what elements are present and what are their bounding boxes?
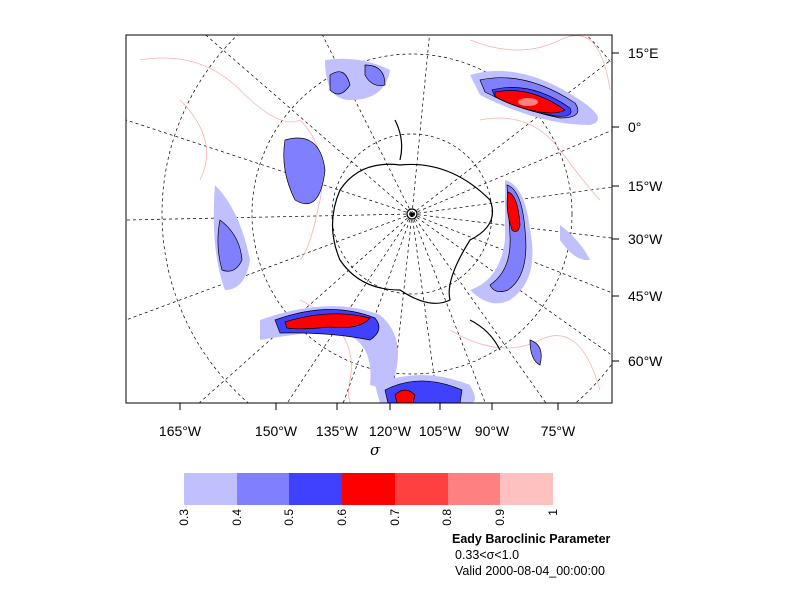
colorbar-label: 0.4	[230, 509, 244, 526]
x-tick-label: 90°W	[474, 423, 510, 439]
x-tick-label: 150°W	[254, 423, 298, 439]
colorbar-box	[394, 473, 448, 505]
x-tick-label: 135°W	[315, 423, 359, 439]
colorbar-box	[289, 473, 343, 505]
plot-subtitle: 0.33<σ<1.0	[455, 548, 520, 562]
colorbar-box	[342, 473, 395, 505]
plot-frame	[125, 34, 613, 404]
colorbar-label: 0.8	[440, 509, 454, 526]
colorbar-label: 0.6	[335, 509, 349, 526]
colorbar-box	[447, 473, 501, 505]
x-tick-label: 120°W	[368, 423, 412, 439]
y-tick-label: 15°W	[628, 178, 663, 194]
colorbar-label: 0.5	[282, 509, 296, 526]
colorbar-box	[236, 473, 290, 505]
y-tick-label: 15°E	[628, 45, 659, 61]
antarctica-coastline	[331, 119, 501, 351]
y-tick-label: 30°W	[628, 231, 663, 247]
colorbar-label: 0.9	[493, 509, 507, 526]
colorbar-label: 0.3	[177, 509, 191, 526]
tick-marks	[179, 52, 619, 410]
x-axis-label: σ	[370, 441, 381, 459]
eady-contours	[213, 58, 598, 403]
plot-title: Eady Baroclinic Parameter	[452, 532, 611, 546]
y-tick-label: 45°W	[628, 288, 663, 304]
x-tick-label: 105°W	[418, 423, 462, 439]
y-tick-label: 60°W	[628, 353, 663, 369]
colorbar-label: 0.7	[388, 509, 402, 526]
valid-time: Valid 2000-08-04_00:00:00	[455, 564, 605, 578]
y-tick-label: 0°	[628, 119, 642, 135]
colorbar-label: 1	[546, 509, 560, 516]
colorbar	[184, 473, 554, 505]
colorbar-box	[500, 473, 554, 505]
colorbar-box	[184, 473, 237, 505]
x-tick-label: 165°W	[158, 423, 202, 439]
x-tick-label: 75°W	[540, 423, 576, 439]
